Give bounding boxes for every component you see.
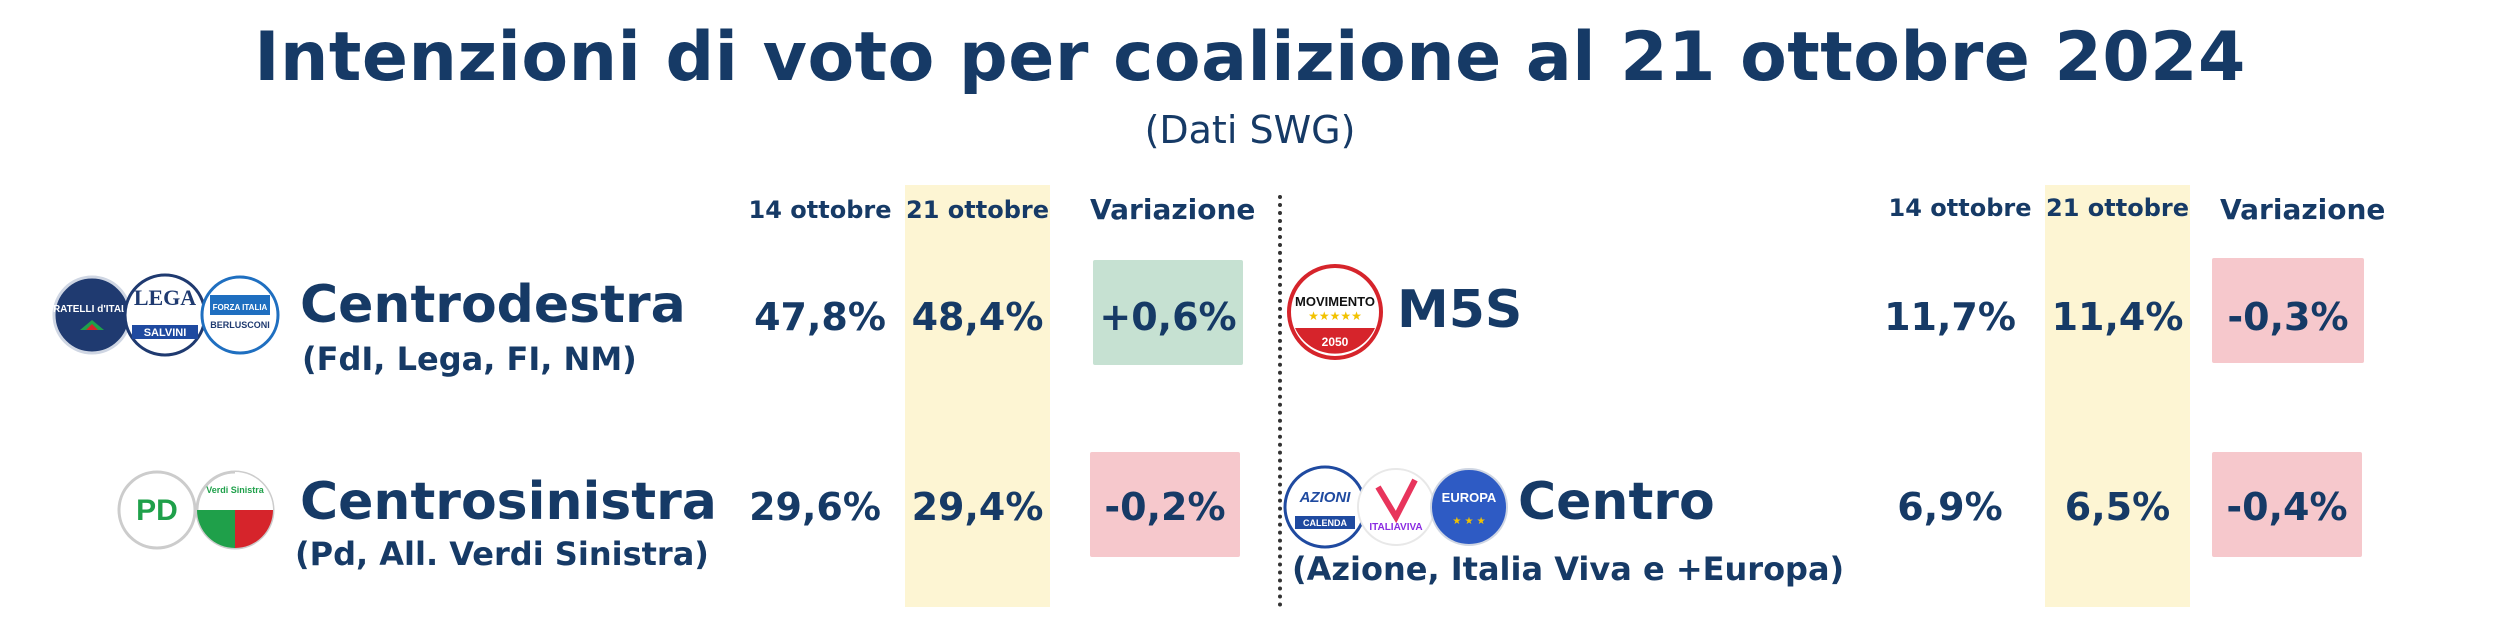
berlusconi-logo-text: BERLUSCONI bbox=[210, 320, 270, 330]
row-name-m5s: M5S bbox=[1397, 280, 1523, 340]
chart-subtitle: (Dati SWG) bbox=[1144, 108, 1356, 152]
azione-logo-text: AZIONI bbox=[1299, 489, 1352, 506]
left-header-var: Variazione bbox=[1090, 193, 1256, 226]
m5s-logo-text: MOVIMENTO bbox=[1295, 294, 1375, 309]
m5s-year-text: 2050 bbox=[1322, 335, 1349, 349]
value-curr-centro: 6,5% bbox=[2064, 485, 2171, 529]
row-name-centrosinistra: Centrosinistra bbox=[300, 472, 717, 532]
avs-logo-text: Verdi Sinistra bbox=[206, 485, 265, 495]
value-var-m5s: -0,3% bbox=[2227, 295, 2349, 339]
value-curr-m5s: 11,4% bbox=[2051, 295, 2184, 339]
pd-logo-text: PD bbox=[136, 494, 178, 527]
right-header-curr: 21 ottobre bbox=[2046, 194, 2189, 222]
left-header-prev: 14 ottobre bbox=[748, 196, 892, 224]
var-box-centrodestra bbox=[1093, 260, 1243, 365]
lega-logo-text: LEGA bbox=[134, 285, 196, 310]
fdi-logo-text: FRATELLI d'ITALIA bbox=[50, 304, 137, 315]
right-current-column-highlight bbox=[2045, 185, 2190, 607]
chart-title: Intenzioni di voto per coalizione al 21 … bbox=[254, 18, 2246, 97]
italia-viva-logo-text: ITALIAVIVA bbox=[1369, 522, 1422, 533]
centrodestra-party-logos-icon: FRATELLI d'ITALIA LEGA SALVINI FORZA ITA… bbox=[47, 273, 280, 357]
centrosinistra-logos: PD Verdi Sinistra bbox=[115, 465, 285, 555]
europa-logo-text: EUROPA bbox=[1442, 490, 1497, 505]
var-box-centro bbox=[2212, 452, 2362, 557]
value-prev-centro: 6,9% bbox=[1897, 485, 2003, 529]
value-var-centro: -0,4% bbox=[2226, 485, 2348, 529]
calenda-logo-text: CALENDA bbox=[1303, 518, 1347, 528]
row-detail-centrodestra: (FdI, Lega, FI, NM) bbox=[302, 340, 637, 378]
right-header-var: Variazione bbox=[2220, 193, 2386, 226]
value-curr-centrodestra: 48,4% bbox=[911, 295, 1044, 339]
right-header-prev: 14 ottobre bbox=[1888, 194, 2032, 222]
centro-party-logos-icon: AZIONI CALENDA ITALIAVIVA EUROPA ★ ★ ★ bbox=[1283, 465, 1508, 549]
svg-text:★ ★ ★: ★ ★ ★ bbox=[1452, 516, 1485, 527]
left-header-curr: 21 ottobre bbox=[906, 196, 1049, 224]
centrodestra-logos: FRATELLI d'ITALIA LEGA SALVINI FORZA ITA… bbox=[47, 270, 290, 360]
row-name-centrodestra: Centrodestra bbox=[300, 275, 686, 335]
m5s-logo-icon: MOVIMENTO ★★★★★ 2050 bbox=[1287, 264, 1383, 360]
row-detail-centro: (Azione, Italia Viva e +Europa) bbox=[1292, 550, 1845, 588]
value-prev-centrosinistra: 29,6% bbox=[749, 485, 881, 529]
row-detail-centrosinistra: (Pd, All. Verdi Sinistra) bbox=[295, 535, 709, 573]
m5s-logo: MOVIMENTO ★★★★★ 2050 bbox=[1285, 262, 1385, 362]
value-curr-centrosinistra: 29,4% bbox=[911, 485, 1044, 529]
centro-logos: AZIONI CALENDA ITALIAVIVA EUROPA ★ ★ ★ bbox=[1283, 462, 1513, 552]
value-var-centrosinistra: -0,2% bbox=[1104, 485, 1226, 529]
var-box-m5s bbox=[2212, 258, 2364, 363]
salvini-logo-text: SALVINI bbox=[144, 327, 187, 339]
svg-text:★★★★★: ★★★★★ bbox=[1308, 309, 1362, 323]
left-current-column-highlight bbox=[905, 185, 1050, 607]
centrosinistra-party-logos-icon: PD Verdi Sinistra bbox=[117, 470, 275, 550]
column-divider bbox=[1278, 195, 1282, 607]
row-name-centro: Centro bbox=[1518, 472, 1715, 532]
value-prev-centrodestra: 47,8% bbox=[754, 295, 886, 339]
value-var-centrodestra: +0,6% bbox=[1099, 295, 1237, 339]
var-box-centrosinistra bbox=[1090, 452, 1240, 557]
forza-italia-logo-text: FORZA ITALIA bbox=[213, 303, 268, 312]
value-prev-m5s: 11,7% bbox=[1884, 295, 2016, 339]
